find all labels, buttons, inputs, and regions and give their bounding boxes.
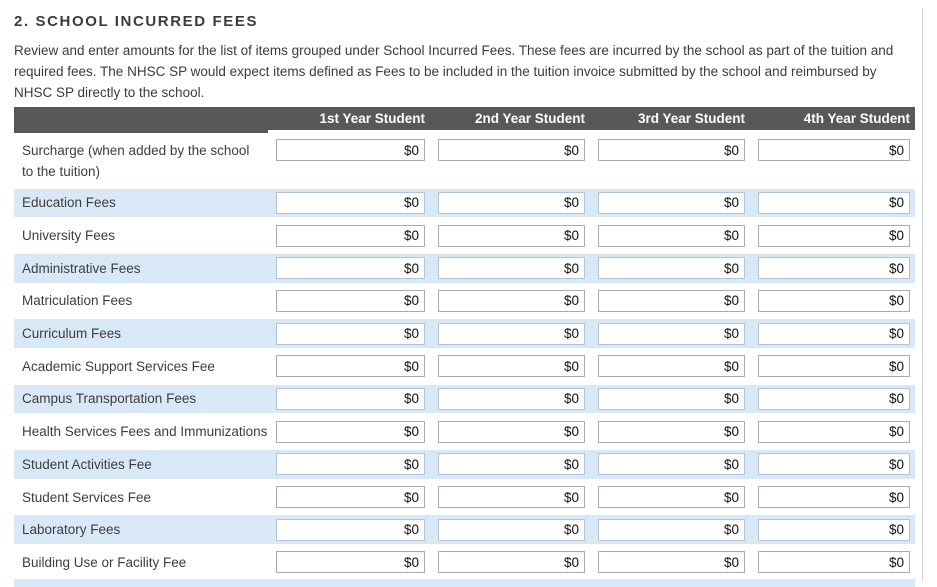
header-cell-2nd-year: 2nd Year Student (430, 107, 590, 130)
fee-input-year1[interactable] (276, 289, 425, 312)
header-cell-3rd-year: 3rd Year Student (590, 107, 750, 130)
fee-input-year2[interactable] (438, 420, 585, 443)
table-row: Campus Transportation Fees (14, 382, 915, 416)
fee-input-year1[interactable] (276, 191, 425, 214)
fee-label: Surcharge (when added by the school to t… (22, 143, 250, 179)
table-row: Matriculation Fees (14, 285, 915, 318)
fee-label: Building Use or Facility Fee (22, 554, 187, 570)
fee-input-year2[interactable] (438, 139, 585, 161)
fee-input-year3[interactable] (598, 139, 745, 161)
fee-label: Student Activities Fee (22, 456, 152, 472)
fee-input-year4[interactable] (758, 453, 910, 476)
fee-input-year3[interactable] (598, 224, 745, 247)
fee-input-year1[interactable] (276, 551, 425, 574)
fee-input-year2[interactable] (438, 387, 585, 410)
fee-label: Laboratory Fees (22, 522, 121, 538)
panel-right-border (922, 8, 923, 581)
table-row: Surcharge (when added by the school to t… (14, 133, 915, 187)
section-description: Review and enter amounts for the list of… (14, 43, 894, 100)
fee-label: Campus Transportation Fees (22, 391, 197, 407)
fee-input-year1[interactable] (276, 420, 425, 443)
fee-input-year4[interactable] (758, 420, 910, 443)
fee-label: Matriculation Fees (22, 293, 133, 309)
section-heading: 2. SCHOOL INCURRED FEES (14, 13, 259, 30)
fee-input-year3[interactable] (598, 518, 745, 541)
fee-input-year1[interactable] (276, 257, 425, 280)
fee-input-year4[interactable] (758, 224, 910, 247)
fee-input-year4[interactable] (758, 257, 910, 280)
fee-input-year2[interactable] (438, 486, 585, 509)
table-row: Curriculum Fees (14, 317, 915, 350)
fee-input-year1[interactable] (276, 139, 425, 161)
fee-input-year1[interactable] (276, 355, 425, 378)
table-row: Administrative Fees (14, 251, 915, 285)
fee-label: Education Fees (22, 195, 116, 211)
table-row: Academic Support Services Fee (14, 350, 915, 383)
fee-input-year3[interactable] (598, 453, 745, 476)
table-header-row: 1st Year Student 2nd Year Student 3rd Ye… (14, 107, 915, 133)
table-row: Education Fees (14, 186, 915, 220)
fee-input-year4[interactable] (758, 289, 910, 312)
header-cell-1st-year: 1st Year Student (268, 107, 430, 130)
fee-input-year1[interactable] (276, 322, 425, 345)
fee-input-year3[interactable] (598, 322, 745, 345)
fee-input-year3[interactable] (598, 486, 745, 509)
fee-input-year3[interactable] (598, 257, 745, 280)
fee-input-year2[interactable] (438, 191, 585, 214)
fee-input-year3[interactable] (598, 551, 745, 574)
fee-input-year3[interactable] (598, 420, 745, 443)
fee-input-year1[interactable] (276, 224, 425, 247)
table-row: Building Use or Facility Fee (14, 546, 915, 579)
fee-input-year2[interactable] (438, 355, 585, 378)
table-row: Student Services Fee (14, 481, 915, 514)
fee-input-year4[interactable] (758, 191, 910, 214)
fee-input-year4[interactable] (758, 355, 910, 378)
fee-input-year4[interactable] (758, 551, 910, 574)
fee-input-year3[interactable] (598, 355, 745, 378)
fee-input-year2[interactable] (438, 518, 585, 541)
fees-table: 1st Year Student 2nd Year Student 3rd Ye… (14, 107, 915, 587)
table-row: Student Activities Fee (14, 448, 915, 481)
next-row-partial (14, 578, 915, 587)
fee-label: Academic Support Services Fee (22, 358, 215, 374)
table-row: University Fees (14, 219, 915, 252)
fee-label: Curriculum Fees (22, 326, 122, 342)
fee-input-year2[interactable] (438, 224, 585, 247)
section-school-incurred-fees: 2. SCHOOL INCURRED FEES Review and enter… (14, 0, 915, 587)
fee-input-year1[interactable] (276, 518, 425, 541)
header-cell-blank (14, 107, 268, 133)
fee-input-year3[interactable] (598, 191, 745, 214)
table-row: Health Services Fees and Immunizations (14, 415, 915, 448)
fee-input-year4[interactable] (758, 322, 910, 345)
fee-label: University Fees (22, 228, 116, 244)
fee-input-year1[interactable] (276, 486, 425, 509)
table-row: Laboratory Fees (14, 513, 915, 547)
table-body: Surcharge (when added by the school to t… (14, 133, 915, 579)
fee-input-year3[interactable] (598, 289, 745, 312)
fee-input-year3[interactable] (598, 387, 745, 410)
fee-input-year2[interactable] (438, 453, 585, 476)
fee-label: Health Services Fees and Immunizations (22, 424, 268, 440)
fee-input-year2[interactable] (438, 289, 585, 312)
fee-input-year4[interactable] (758, 486, 910, 509)
fee-input-year1[interactable] (276, 387, 425, 410)
fee-input-year4[interactable] (758, 518, 910, 541)
fee-input-year2[interactable] (438, 322, 585, 345)
fee-input-year2[interactable] (438, 257, 585, 280)
fee-input-year4[interactable] (758, 387, 910, 410)
fee-label: Student Services Fee (22, 489, 152, 505)
fee-input-year2[interactable] (438, 551, 585, 574)
fee-input-year1[interactable] (276, 453, 425, 476)
fee-label: Administrative Fees (22, 260, 141, 276)
header-cell-4th-year: 4th Year Student (750, 107, 915, 130)
fee-input-year4[interactable] (758, 139, 910, 161)
